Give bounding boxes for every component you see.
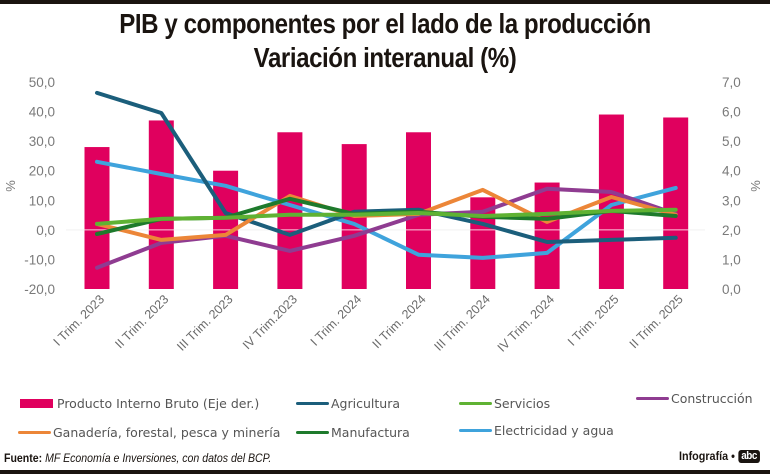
- legend-swatch-servicios: [459, 402, 492, 405]
- left-axis-label: %: [3, 180, 18, 192]
- x-tick-label: II Trim. 2024: [370, 292, 429, 351]
- left-tick-label: 0,0: [36, 223, 55, 238]
- legend-label-electricidad: Electricidad y agua: [494, 423, 614, 438]
- right-tick-label: 2,0: [722, 223, 741, 238]
- right-tick-label: 5,0: [722, 134, 741, 149]
- pib-bar: [663, 117, 689, 289]
- top-rule: [0, 0, 770, 4]
- abc-logo: abc: [738, 449, 760, 463]
- legend-swatch-pib: [20, 399, 53, 408]
- x-tick-label: III Trim. 2024: [431, 292, 493, 354]
- legend-swatch-manufactura: [296, 431, 329, 434]
- legend-label-servicios: Servicios: [494, 396, 551, 411]
- left-tick-label: -10,0: [24, 252, 55, 267]
- legend-label-agricultura: Agricultura: [331, 396, 400, 411]
- source-note: Fuente: MF Economía e Inversiones, con d…: [4, 451, 271, 465]
- legend-item-ganaderia: Ganadería, forestal, pesca y minería: [18, 425, 280, 440]
- credit-label: Infografía •: [679, 449, 736, 463]
- pib-bar: [277, 132, 303, 289]
- legend-label-construccion: Construcción: [671, 391, 753, 406]
- left-tick-label: -20,0: [24, 282, 55, 297]
- legend-swatch-electricidad: [459, 429, 492, 432]
- right-tick-label: 1,0: [722, 252, 741, 267]
- right-tick-label: 4,0: [722, 164, 741, 179]
- left-tick-label: 50,0: [29, 75, 55, 90]
- source-label: Fuente:: [4, 451, 43, 465]
- x-tick-label: I Trim. 2023: [51, 292, 108, 349]
- right-tick-label: 7,0: [722, 75, 741, 90]
- legend-item-agricultura: Agricultura: [296, 396, 400, 411]
- legend-swatch-ganaderia: [18, 431, 51, 434]
- source-text: MF Economía e Inversiones, con datos del…: [45, 451, 272, 465]
- x-tick-label: II Trim. 2025: [627, 292, 686, 351]
- x-tick-label: II Trim. 2023: [112, 292, 171, 351]
- pib-bar: [534, 182, 560, 289]
- series-line-construccion: [95, 186, 678, 270]
- right-tick-label: 0,0: [722, 282, 741, 297]
- x-tick-label: IV Trim.2023: [240, 292, 300, 352]
- right-tick-label: 3,0: [722, 193, 741, 208]
- left-tick-label: 10,0: [29, 193, 55, 208]
- legend-label-ganaderia: Ganadería, forestal, pesca y minería: [53, 425, 281, 440]
- legend-item-electricidad: Electricidad y agua: [459, 423, 614, 438]
- x-tick-label: I Trim. 2025: [565, 292, 622, 349]
- pib-bar: [148, 120, 174, 289]
- series-line-agricultura: [95, 90, 678, 244]
- legend-item-pib: Producto Interno Bruto (Eje der.): [20, 396, 259, 411]
- left-tick-label: 20,0: [29, 164, 55, 179]
- x-tick-label: III Trim. 2023: [174, 292, 236, 354]
- left-tick-label: 40,0: [29, 105, 55, 120]
- legend-item-servicios: Servicios: [459, 396, 550, 411]
- x-axis: I Trim. 2023 II Trim. 2023 III Trim. 2023 I…: [51, 292, 686, 355]
- series-line-servicios: [95, 207, 678, 226]
- left-axis: 50,0 40,0 30,0 20,0 10,0 0,0 -10,0 -20,0: [24, 75, 55, 297]
- right-axis: 7,0 6,0 5,0 4,0 3,0 2,0 1,0 0,0: [722, 75, 741, 297]
- legend-item-manufactura: Manufactura: [296, 425, 410, 440]
- legend-label-manufactura: Manufactura: [331, 425, 410, 440]
- right-axis-label: %: [748, 180, 763, 192]
- x-tick-label: I Trim. 2024: [308, 292, 365, 349]
- series-line-electricidad: [95, 159, 678, 260]
- chart-subtitle: Variación interanual (%): [253, 42, 517, 73]
- chart-title: PIB y componentes por el lado de la prod…: [119, 8, 651, 39]
- legend-swatch-agricultura: [296, 402, 329, 405]
- left-tick-label: 30,0: [29, 134, 55, 149]
- legend-label-pib: Producto Interno Bruto (Eje der.): [57, 396, 260, 411]
- bottom-rule: [0, 470, 770, 474]
- right-tick-label: 6,0: [722, 105, 741, 120]
- legend-item-construccion: Construcción: [636, 391, 753, 406]
- legend-swatch-construccion: [636, 397, 669, 400]
- series-lines: [95, 90, 678, 270]
- credit: Infografía • abc: [679, 449, 760, 463]
- x-tick-label: IV Trim. 2024: [495, 292, 557, 354]
